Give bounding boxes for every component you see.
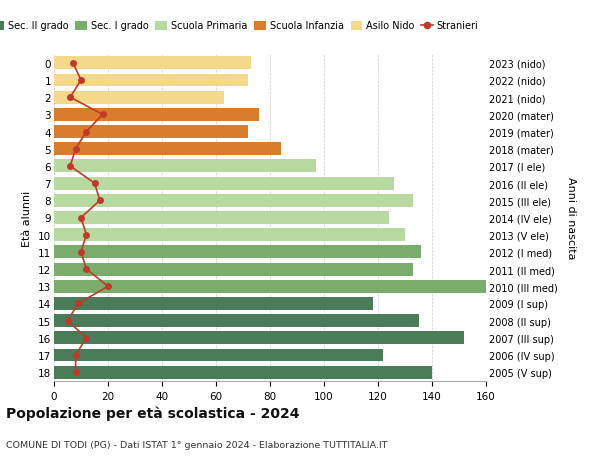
Bar bbox=[54, 314, 419, 327]
Bar bbox=[54, 229, 405, 241]
Bar bbox=[54, 74, 248, 87]
Bar bbox=[54, 366, 432, 379]
Bar bbox=[54, 280, 486, 293]
Bar bbox=[54, 160, 316, 173]
Bar bbox=[54, 332, 464, 345]
Y-axis label: Età alunni: Età alunni bbox=[22, 190, 32, 246]
Bar bbox=[54, 263, 413, 276]
Bar bbox=[54, 212, 389, 224]
Bar bbox=[54, 297, 373, 310]
Bar bbox=[54, 143, 281, 156]
Text: Popolazione per età scolastica - 2024: Popolazione per età scolastica - 2024 bbox=[6, 405, 299, 420]
Text: COMUNE DI TODI (PG) - Dati ISTAT 1° gennaio 2024 - Elaborazione TUTTITALIA.IT: COMUNE DI TODI (PG) - Dati ISTAT 1° genn… bbox=[6, 440, 388, 449]
Y-axis label: Anni di nascita: Anni di nascita bbox=[566, 177, 576, 259]
Bar bbox=[54, 177, 394, 190]
Bar bbox=[54, 246, 421, 259]
Bar bbox=[54, 195, 413, 207]
Bar bbox=[54, 349, 383, 362]
Legend: Sec. II grado, Sec. I grado, Scuola Primaria, Scuola Infanzia, Asilo Nido, Stran: Sec. II grado, Sec. I grado, Scuola Prim… bbox=[0, 17, 482, 35]
Bar bbox=[54, 91, 224, 104]
Bar bbox=[54, 109, 259, 122]
Bar bbox=[54, 57, 251, 70]
Bar bbox=[54, 126, 248, 139]
